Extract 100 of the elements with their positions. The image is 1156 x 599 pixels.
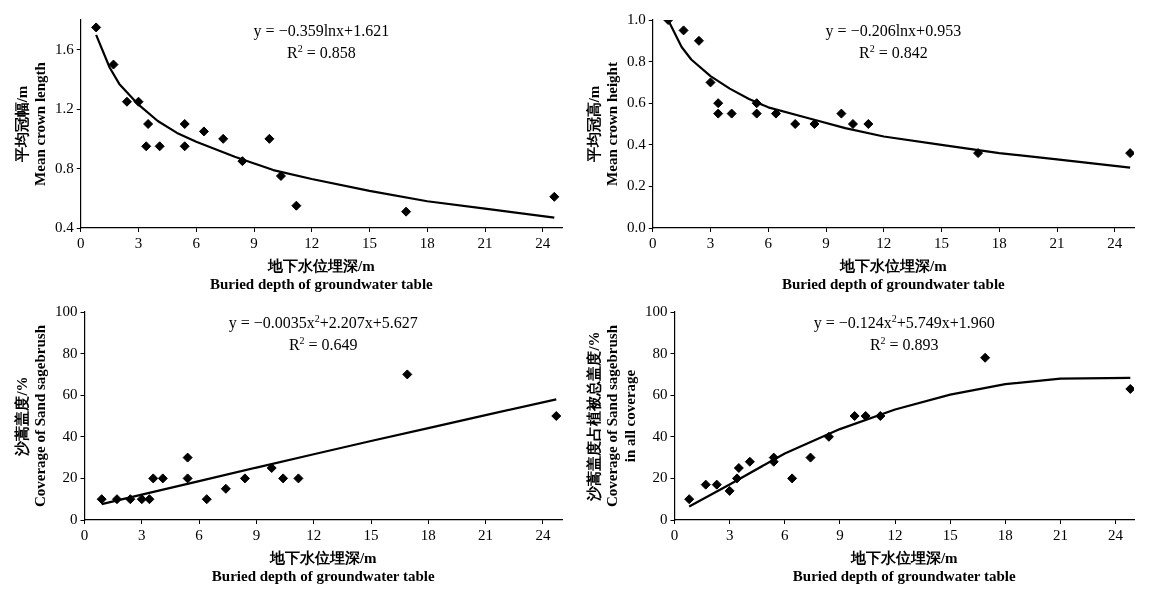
point bbox=[237, 156, 248, 167]
x-tick-label: 3 bbox=[725, 526, 734, 543]
point bbox=[823, 431, 834, 442]
x-tick-label: 21 bbox=[477, 234, 493, 251]
point bbox=[713, 98, 724, 109]
x-axis-title: 地下水位埋深/m Buried depth of groundwater table bbox=[781, 257, 1006, 292]
point bbox=[182, 452, 193, 463]
point bbox=[684, 494, 695, 505]
point bbox=[744, 456, 755, 467]
point bbox=[125, 494, 136, 505]
x-tick-label: 21 bbox=[1049, 234, 1065, 251]
point bbox=[705, 77, 716, 88]
x-axis-title: 地下水位埋深/m Buried depth of groundwater table bbox=[792, 549, 1016, 584]
x-tick-label: 18 bbox=[419, 234, 435, 251]
point bbox=[1125, 383, 1134, 394]
point bbox=[1125, 148, 1134, 159]
point bbox=[875, 411, 886, 421]
point bbox=[401, 206, 412, 217]
annotation: y = −0.206lnx+0.953 bbox=[825, 22, 962, 40]
point bbox=[239, 473, 250, 484]
point bbox=[291, 200, 302, 211]
x-axis-title: 地下水位埋深/m Buried depth of groundwater table bbox=[211, 549, 435, 584]
point bbox=[121, 96, 132, 107]
x-tick-label: 21 bbox=[1052, 526, 1068, 543]
point bbox=[713, 108, 724, 119]
point bbox=[980, 352, 991, 363]
y-tick-label: 60 bbox=[652, 386, 668, 403]
x-tick-label: 9 bbox=[836, 526, 844, 543]
point bbox=[551, 411, 562, 421]
point bbox=[733, 463, 744, 473]
y-axis-title: 平均冠高/m Mean crown height bbox=[584, 62, 620, 186]
point bbox=[549, 191, 560, 202]
y-axis-title: 平均冠幅/m Mean crown length bbox=[13, 61, 48, 186]
x-tick-label: 12 bbox=[876, 234, 892, 251]
point bbox=[293, 473, 304, 484]
x-tick-label: 12 bbox=[887, 526, 903, 543]
x-tick-label: 9 bbox=[822, 234, 830, 251]
point bbox=[141, 141, 152, 152]
point bbox=[108, 59, 119, 70]
x-tick-label: 0 bbox=[80, 526, 89, 543]
point bbox=[143, 119, 154, 129]
y-tick-label: 1.2 bbox=[55, 100, 74, 117]
point bbox=[201, 494, 212, 505]
x-tick-label: 3 bbox=[134, 234, 143, 251]
point bbox=[179, 119, 190, 129]
point bbox=[144, 494, 155, 505]
point bbox=[266, 463, 277, 473]
x-tick-label: 24 bbox=[535, 526, 551, 543]
x-tick-label: 9 bbox=[250, 234, 258, 251]
y-tick-label: 0.0 bbox=[627, 218, 646, 235]
point bbox=[693, 35, 704, 46]
x-tick-label: 24 bbox=[535, 234, 551, 251]
point bbox=[863, 119, 874, 129]
point bbox=[157, 473, 168, 484]
annotation: y = −0.359lnx+1.621 bbox=[253, 22, 390, 40]
y-tick-label: 1.0 bbox=[627, 10, 646, 27]
x-tick-label: 15 bbox=[363, 526, 379, 543]
point bbox=[847, 119, 858, 129]
x-tick-label: 9 bbox=[252, 526, 261, 543]
y-tick-label: 0.2 bbox=[627, 177, 646, 194]
x-tick-label: 24 bbox=[1107, 234, 1123, 251]
point bbox=[731, 473, 742, 484]
point bbox=[402, 369, 413, 380]
point bbox=[198, 126, 209, 137]
x-tick-label: 15 bbox=[942, 526, 958, 543]
y-tick-label: 40 bbox=[652, 427, 668, 444]
y-tick-label: 1.6 bbox=[55, 40, 75, 57]
point bbox=[133, 96, 144, 107]
y-axis-title: 沙蒿盖度占植被总盖度/% Coverage of Sand sagebrush in all coverage bbox=[584, 324, 638, 508]
y-tick-label: 0.8 bbox=[627, 52, 646, 69]
y-tick-label: 0.4 bbox=[627, 135, 647, 152]
x-axis-title: 地下水位埋深/m Buried depth of groundwater table bbox=[209, 257, 434, 292]
x-tick-label: 0 bbox=[670, 526, 679, 543]
x-tick-label: 3 bbox=[706, 234, 715, 251]
point bbox=[154, 141, 165, 152]
point bbox=[860, 411, 871, 421]
point bbox=[220, 483, 231, 494]
y-tick-label: 100 bbox=[55, 302, 78, 319]
point bbox=[973, 148, 984, 159]
point bbox=[678, 25, 689, 36]
x-tick-label: 12 bbox=[304, 234, 320, 251]
point bbox=[790, 119, 801, 129]
point bbox=[218, 133, 229, 144]
x-tick-label: 6 bbox=[764, 234, 773, 251]
x-tick-label: 15 bbox=[934, 234, 949, 251]
point bbox=[809, 119, 820, 129]
x-tick-label: 6 bbox=[195, 526, 204, 543]
y-tick-label: 0 bbox=[660, 510, 668, 527]
y-tick-label: 0.6 bbox=[627, 94, 647, 111]
x-tick-label: 6 bbox=[781, 526, 790, 543]
x-tick-label: 12 bbox=[306, 526, 322, 543]
y-tick-label: 80 bbox=[652, 344, 668, 361]
y-tick-label: 40 bbox=[62, 427, 78, 444]
y-tick-label: 80 bbox=[62, 344, 78, 361]
point bbox=[91, 22, 102, 33]
y-tick-label: 0.4 bbox=[55, 218, 75, 235]
point bbox=[849, 411, 860, 421]
x-tick-label: 18 bbox=[420, 526, 436, 543]
y-tick-label: 60 bbox=[62, 386, 78, 403]
x-tick-label: 18 bbox=[997, 526, 1013, 543]
